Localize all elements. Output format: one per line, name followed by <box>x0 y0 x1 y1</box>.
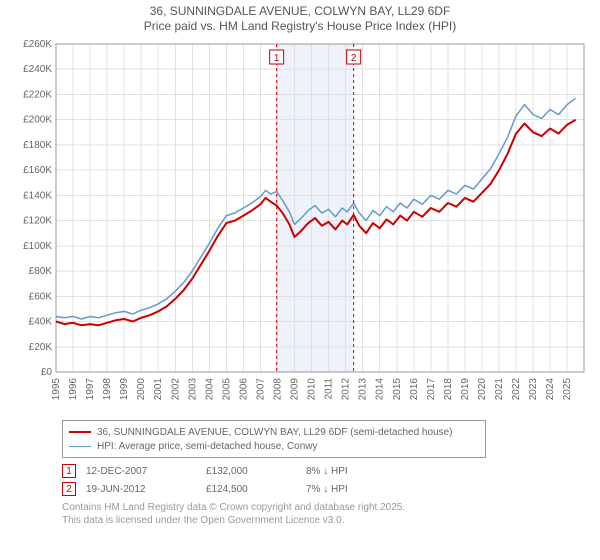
legend-swatch-0 <box>69 431 91 433</box>
svg-text:2012: 2012 <box>341 378 352 401</box>
event-badge-2: 2 <box>62 482 76 496</box>
svg-text:2001: 2001 <box>153 378 164 401</box>
svg-text:2003: 2003 <box>187 378 198 401</box>
svg-text:£100K: £100K <box>23 241 52 252</box>
svg-text:2008: 2008 <box>272 378 283 401</box>
svg-text:1995: 1995 <box>51 378 62 401</box>
svg-text:2020: 2020 <box>477 378 488 401</box>
event-table: 1 12-DEC-2007 £132,000 8% ↓ HPI 2 19-JUN… <box>62 462 594 498</box>
svg-text:£180K: £180K <box>23 140 52 151</box>
event-date-2: 19-JUN-2012 <box>86 484 196 495</box>
event-date-1: 12-DEC-2007 <box>86 466 196 477</box>
svg-text:£140K: £140K <box>23 190 52 201</box>
svg-text:2024: 2024 <box>545 378 556 401</box>
svg-text:£220K: £220K <box>23 89 52 100</box>
svg-text:£200K: £200K <box>23 115 52 126</box>
legend-label-1: HPI: Average price, semi-detached house,… <box>97 441 318 452</box>
chart-subtitle: Price paid vs. HM Land Registry's House … <box>6 19 594 34</box>
svg-text:2004: 2004 <box>204 378 215 401</box>
svg-text:2005: 2005 <box>221 378 232 401</box>
svg-text:£80K: £80K <box>29 266 53 277</box>
svg-text:2022: 2022 <box>511 378 522 401</box>
svg-text:2016: 2016 <box>409 378 420 401</box>
svg-text:2023: 2023 <box>528 378 539 401</box>
svg-text:2013: 2013 <box>358 378 369 401</box>
svg-text:£0: £0 <box>41 367 53 378</box>
svg-text:£240K: £240K <box>23 64 52 75</box>
event-price-1: £132,000 <box>206 466 296 477</box>
event-badge-1: 1 <box>62 464 76 478</box>
svg-text:2: 2 <box>351 53 357 64</box>
svg-text:2006: 2006 <box>238 378 249 401</box>
svg-text:1999: 1999 <box>119 378 130 401</box>
svg-text:2021: 2021 <box>494 378 505 401</box>
svg-text:1996: 1996 <box>68 378 79 401</box>
svg-text:2017: 2017 <box>426 378 437 401</box>
svg-text:1998: 1998 <box>102 378 113 401</box>
svg-text:2018: 2018 <box>443 378 454 401</box>
price-chart: £0 £20K £40K £60K £80K £100K £120K £140K £160K £1… <box>6 34 594 414</box>
svg-text:£120K: £120K <box>23 216 52 227</box>
svg-text:2019: 2019 <box>460 378 471 401</box>
svg-text:£60K: £60K <box>29 291 53 302</box>
svg-text:2002: 2002 <box>170 378 181 401</box>
svg-text:2011: 2011 <box>324 378 335 400</box>
legend-label-0: 36, SUNNINGDALE AVENUE, COLWYN BAY, LL29… <box>97 427 453 438</box>
svg-text:2014: 2014 <box>375 378 386 401</box>
svg-text:£20K: £20K <box>29 342 53 353</box>
svg-text:1997: 1997 <box>85 378 96 401</box>
svg-text:£260K: £260K <box>23 39 52 50</box>
svg-text:2009: 2009 <box>290 378 301 401</box>
legend: 36, SUNNINGDALE AVENUE, COLWYN BAY, LL29… <box>62 420 486 458</box>
event-price-2: £124,500 <box>206 484 296 495</box>
svg-text:2007: 2007 <box>255 378 266 401</box>
svg-text:1: 1 <box>274 53 280 64</box>
legend-swatch-1 <box>69 446 91 447</box>
event-delta-2: 7% ↓ HPI <box>306 484 416 495</box>
svg-text:2010: 2010 <box>307 378 318 401</box>
chart-footer: Contains HM Land Registry data © Crown c… <box>6 498 594 527</box>
svg-text:2015: 2015 <box>392 378 403 401</box>
svg-text:2025: 2025 <box>562 378 573 401</box>
svg-text:£160K: £160K <box>23 165 52 176</box>
svg-text:£40K: £40K <box>29 317 53 328</box>
event-delta-1: 8% ↓ HPI <box>306 466 416 477</box>
svg-text:2000: 2000 <box>136 378 147 401</box>
chart-title: 36, SUNNINGDALE AVENUE, COLWYN BAY, LL29… <box>6 4 594 19</box>
